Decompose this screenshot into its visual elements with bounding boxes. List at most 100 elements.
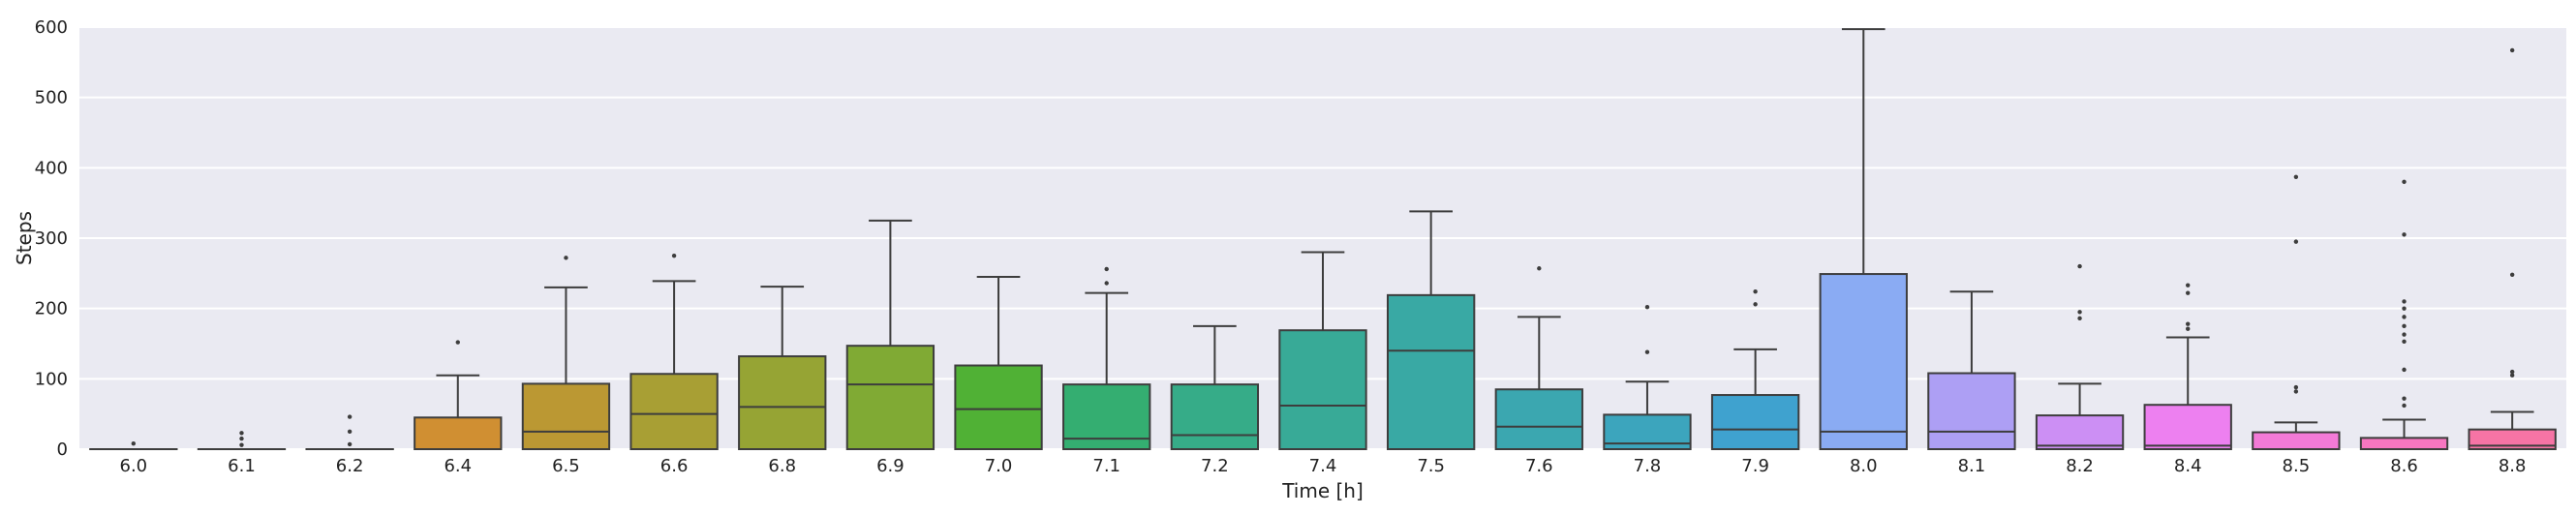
y-tick-label: 600	[35, 17, 68, 38]
box-iqr	[2035, 414, 2125, 450]
outlier-point	[1644, 349, 1650, 354]
outlier-point	[347, 414, 353, 419]
box-iqr	[414, 416, 503, 450]
outlier-point	[1644, 305, 1650, 310]
outlier-point	[131, 440, 137, 446]
outlier-point	[2077, 316, 2082, 321]
x-axis-title: Time [h]	[1281, 479, 1364, 502]
box-group	[197, 431, 287, 451]
x-tick-label: 7.8	[1634, 456, 1662, 476]
outlier-point	[2402, 299, 2407, 304]
x-tick-label: 7.9	[1741, 456, 1769, 476]
x-tick-label: 7.0	[985, 456, 1013, 476]
box-group	[1927, 290, 2016, 450]
outlier-point	[2402, 367, 2407, 373]
outlier-point	[1537, 266, 1542, 271]
outlier-point	[2402, 332, 2407, 337]
box-iqr	[2468, 428, 2557, 450]
outlier-point	[347, 441, 353, 447]
outlier-point	[1104, 266, 1109, 272]
y-tick-label: 500	[35, 88, 68, 108]
box-group	[1710, 289, 1800, 450]
box-iqr	[845, 345, 935, 450]
outlier-point	[2293, 389, 2299, 394]
x-tick-label: 8.1	[1958, 456, 1986, 476]
box-group	[1819, 28, 1908, 450]
outlier-point	[2402, 403, 2407, 409]
outlier-point	[2509, 47, 2515, 53]
y-axis-ticks: 0 100 200 300 400 500 600	[35, 17, 68, 460]
box-iqr	[1170, 383, 1260, 450]
outlier-point	[2077, 263, 2082, 269]
outlier-point	[2186, 321, 2191, 326]
box-group	[1062, 266, 1151, 450]
x-tick-label: 7.2	[1201, 456, 1229, 476]
box-iqr	[2359, 437, 2449, 450]
x-tick-label: 7.4	[1309, 456, 1337, 476]
x-tick-label: 6.5	[552, 456, 580, 476]
box-group	[521, 256, 611, 451]
box-iqr	[2143, 404, 2232, 450]
x-tick-label: 8.5	[2283, 456, 2311, 476]
outlier-point	[671, 253, 677, 258]
x-tick-label: 7.6	[1525, 456, 1553, 476]
outlier-point	[1753, 289, 1758, 294]
outlier-point	[2077, 310, 2082, 315]
outlier-point	[2186, 290, 2191, 295]
box-group	[954, 275, 1043, 451]
y-tick-label: 200	[35, 299, 68, 319]
y-tick-label: 300	[35, 228, 68, 249]
box-group	[1278, 251, 1367, 450]
box-iqr	[1710, 394, 1800, 450]
box-group	[1603, 305, 1692, 451]
box-group	[305, 414, 394, 451]
outlier-point	[2293, 174, 2299, 179]
outlier-point	[2293, 239, 2299, 244]
outlier-point	[2186, 326, 2191, 331]
x-tick-label: 6.4	[444, 456, 472, 476]
x-tick-label: 6.6	[660, 456, 689, 476]
outlier-point	[347, 429, 353, 435]
box-group	[629, 253, 719, 451]
box-iqr	[954, 364, 1043, 451]
box-iqr	[629, 373, 719, 451]
x-tick-label: 6.8	[768, 456, 796, 476]
boxes	[89, 28, 2557, 451]
outlier-point	[2402, 339, 2407, 345]
x-tick-label: 6.0	[120, 456, 148, 476]
box-iqr	[1278, 329, 1367, 450]
box-iqr	[1819, 273, 1908, 450]
box-iqr	[738, 355, 827, 450]
outlier-point	[2402, 396, 2407, 401]
outlier-point	[564, 256, 568, 260]
outlier-point	[2509, 373, 2515, 378]
box-iqr	[1494, 388, 1583, 451]
box-iqr	[1386, 293, 1476, 450]
box-iqr	[1927, 372, 2016, 450]
box-group	[1494, 266, 1583, 451]
x-tick-label: 6.9	[876, 456, 905, 476]
outlier-point	[239, 431, 244, 436]
outlier-point	[1104, 281, 1109, 286]
box-group	[1170, 324, 1260, 450]
x-tick-label: 6.2	[336, 456, 364, 476]
outlier-point	[2402, 315, 2407, 319]
x-tick-label: 8.8	[2499, 456, 2527, 476]
x-tick-label: 7.1	[1092, 456, 1120, 476]
box-group	[2143, 283, 2232, 450]
box-group	[738, 286, 827, 450]
outlier-point	[239, 442, 244, 447]
x-tick-label: 8.2	[2066, 456, 2094, 476]
y-tick-label: 100	[35, 369, 68, 389]
box-iqr	[521, 382, 611, 451]
outlier-point	[2402, 306, 2407, 311]
y-axis-title: Steps	[13, 211, 36, 265]
x-tick-label: 8.4	[2174, 456, 2202, 476]
outlier-point	[2509, 272, 2515, 277]
x-tick-label: 6.1	[228, 456, 256, 476]
outlier-point	[2402, 179, 2407, 185]
outlier-point	[2186, 283, 2191, 288]
box-group	[2252, 174, 2341, 450]
